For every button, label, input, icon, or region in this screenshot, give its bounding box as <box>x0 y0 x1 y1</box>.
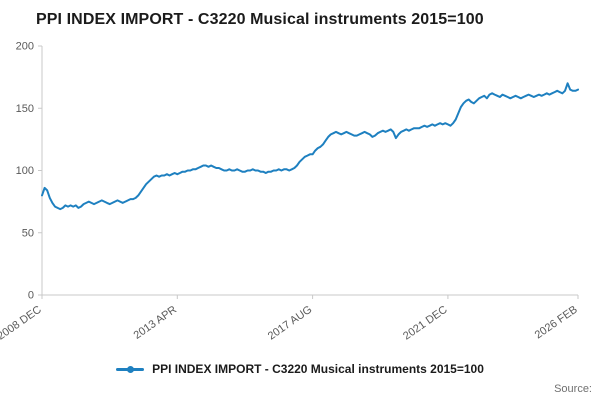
source-text: Source: <box>554 383 592 395</box>
y-axis-label: 150 <box>16 103 34 115</box>
y-axis-label: 100 <box>16 165 34 177</box>
y-axis-label: 200 <box>16 41 34 53</box>
legend-item[interactable]: PPI INDEX IMPORT - C3220 Musical instrum… <box>116 362 484 376</box>
legend-line-swatch <box>116 365 145 373</box>
x-axis-label: 2008 DEC <box>0 304 44 343</box>
y-axis-label: 50 <box>22 227 34 239</box>
chart-title: PPI INDEX IMPORT - C3220 Musical instrum… <box>36 11 484 28</box>
y-axis-label: 0 <box>28 290 34 302</box>
x-axis-label: 2017 AUG <box>266 304 314 343</box>
legend: PPI INDEX IMPORT - C3220 Musical instrum… <box>0 362 600 376</box>
x-axis-label: 2026 FEB <box>533 304 580 342</box>
x-axis-label: 2021 DEC <box>401 304 450 343</box>
chart-canvas: 0 50 100 150 200 2008 DEC 2013 APR 2017 AUG 2021… <box>0 41 580 343</box>
series-line <box>41 82 579 211</box>
x-axis-label: 2013 APR <box>132 304 180 342</box>
legend-label: PPI INDEX IMPORT - C3220 Musical instrum… <box>152 362 484 376</box>
